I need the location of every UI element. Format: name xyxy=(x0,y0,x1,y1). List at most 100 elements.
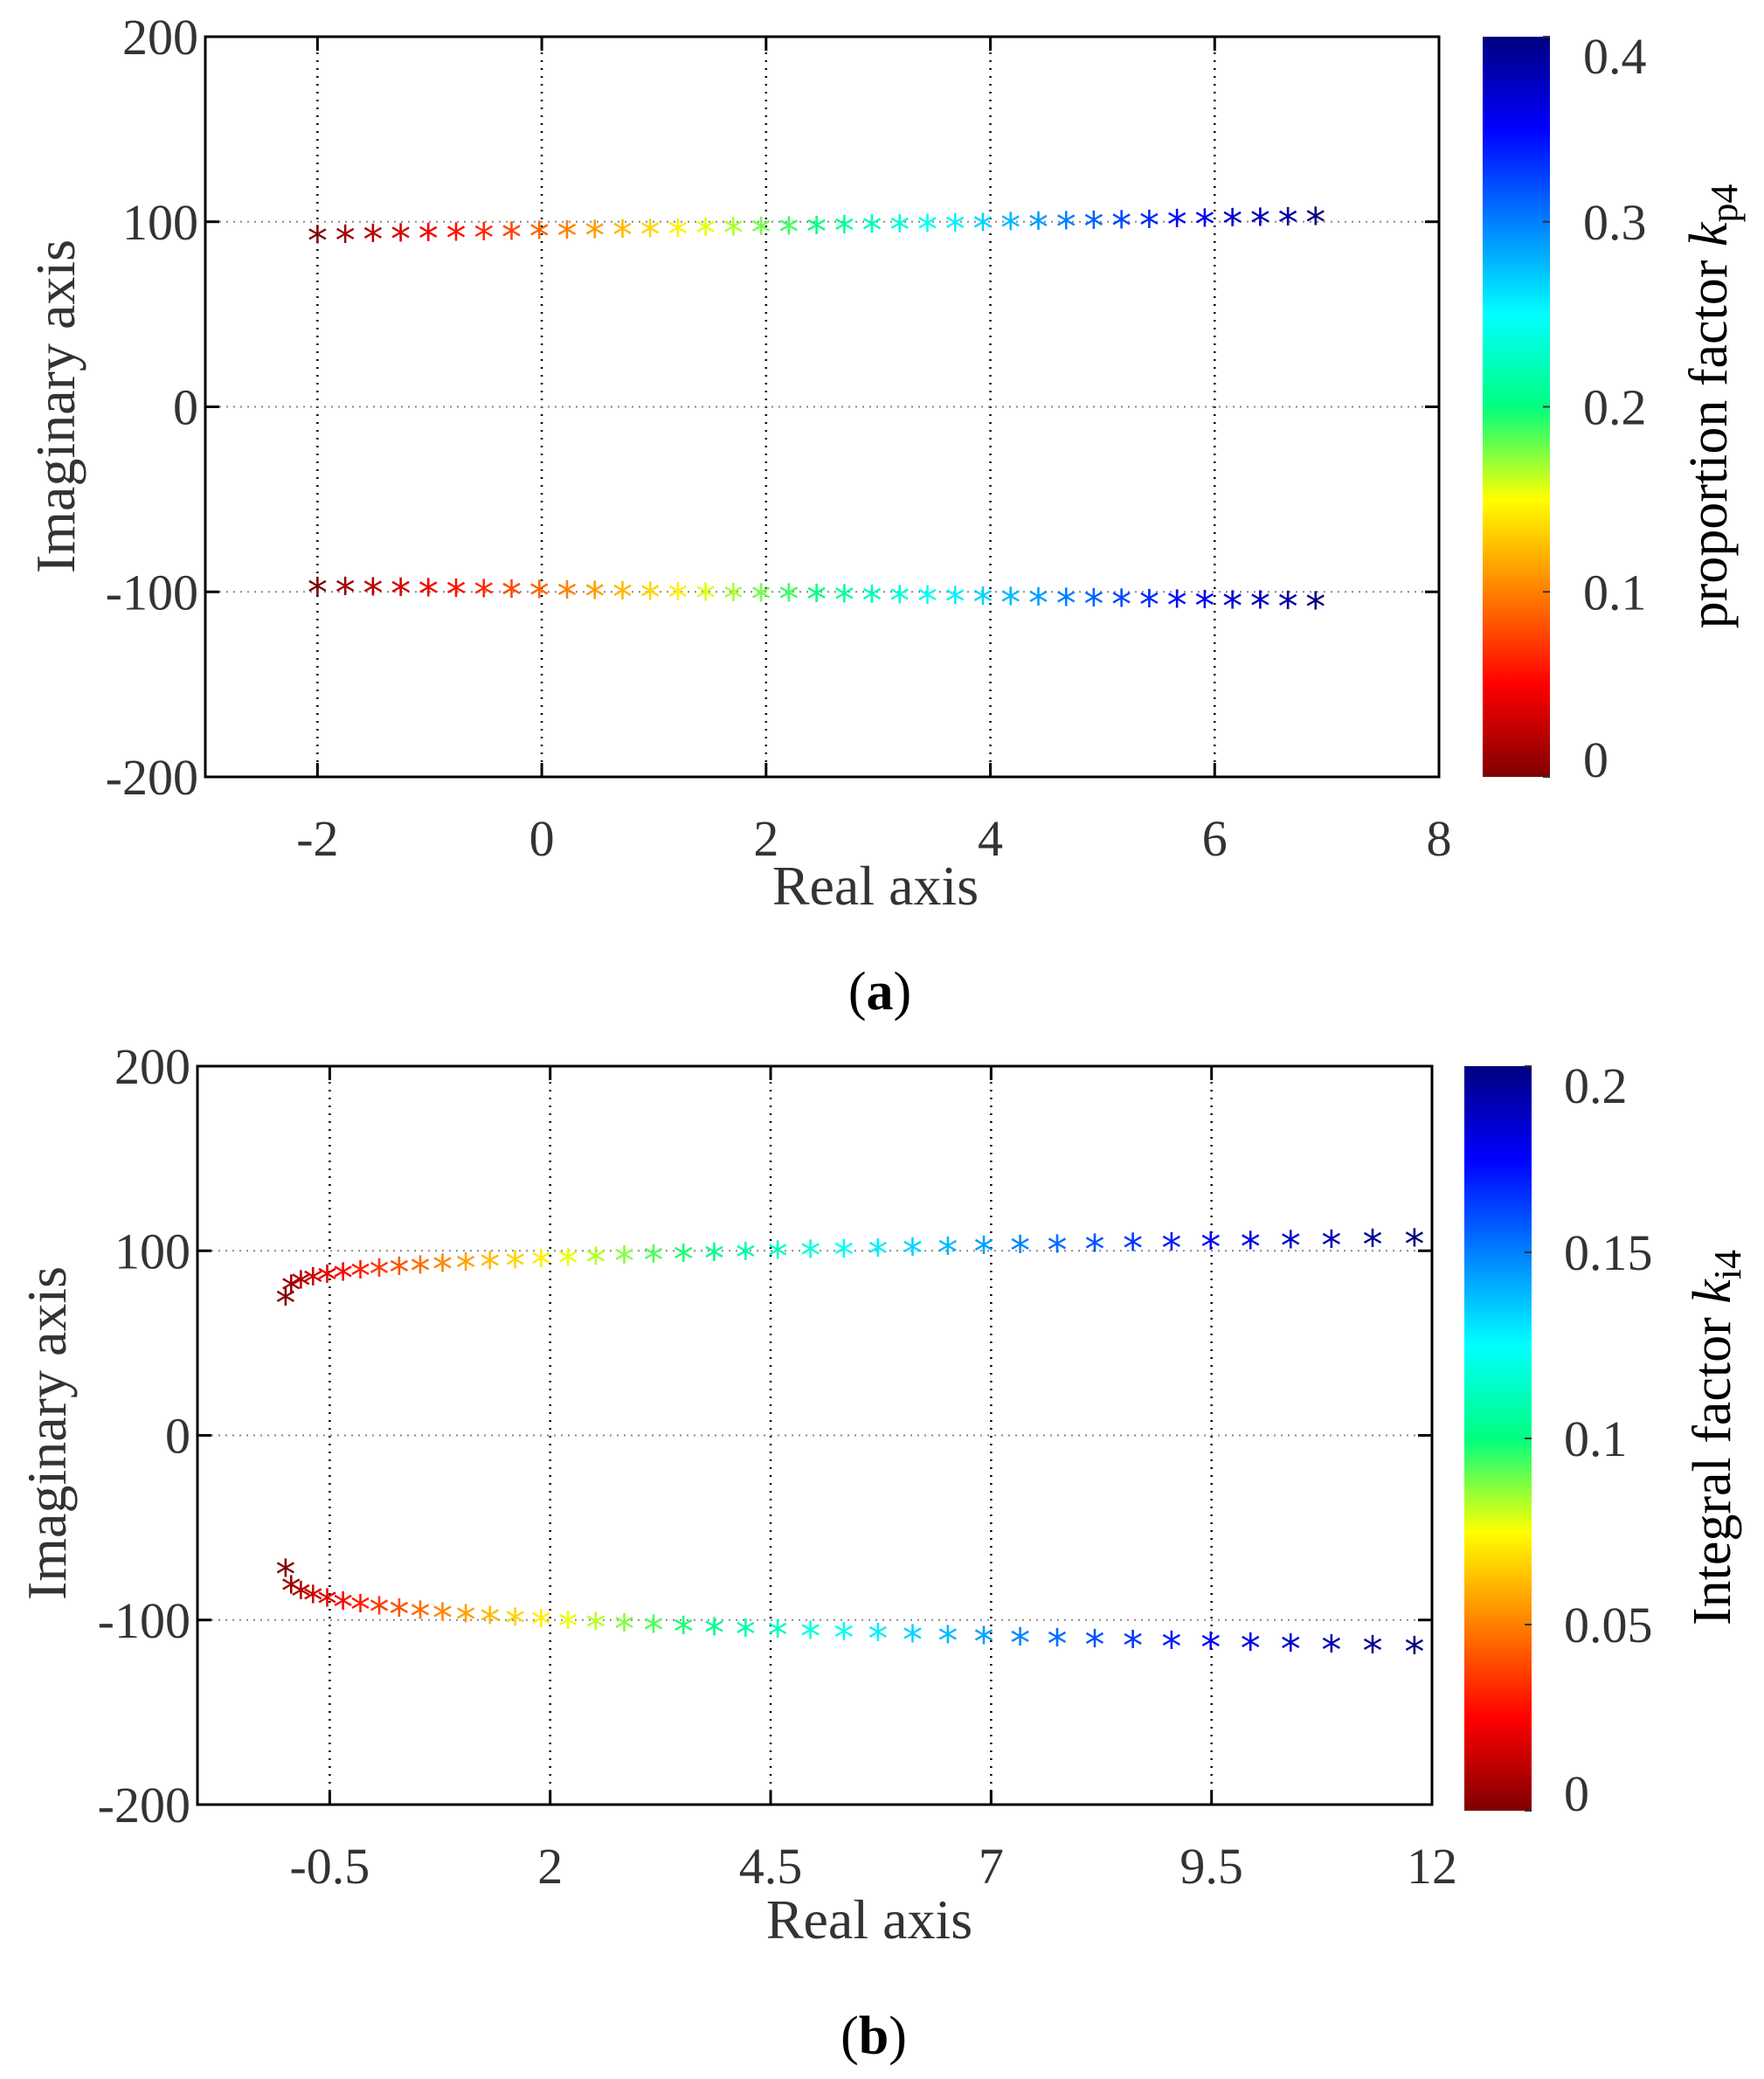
b-series1-point: * xyxy=(291,1573,311,1620)
b-y-tick-label: -200 xyxy=(98,1777,190,1833)
a-colorbar xyxy=(1483,37,1550,777)
a-series1-point: * xyxy=(529,572,550,620)
b-grid xyxy=(197,1066,1432,1805)
a-series0-point: * xyxy=(474,214,494,261)
b-series0-point: * xyxy=(643,1237,663,1285)
a-series0-point: * xyxy=(640,211,661,259)
b-series1-point: * xyxy=(1321,1627,1341,1674)
a-x-tick-label: 6 xyxy=(1202,810,1228,867)
a-series0-point: * xyxy=(945,205,965,253)
a-series1-point: * xyxy=(557,572,577,620)
a-series1-point: * xyxy=(1305,584,1325,631)
b-series0-point: * xyxy=(558,1240,578,1287)
b-series0-point: * xyxy=(674,1236,694,1283)
a-series0-point: * xyxy=(1028,204,1048,252)
a-series1-point: * xyxy=(1194,582,1214,629)
a-colorbar-ticks: 0 0.1 0.2 0.3 0.4 xyxy=(1543,28,1647,788)
b-y-tick-label: 0 xyxy=(165,1408,190,1465)
b-series1-point: * xyxy=(281,1568,301,1615)
b-series1-point: * xyxy=(736,1611,756,1658)
b-colorbar-label-main: Integral factor xyxy=(1683,1304,1742,1625)
a-series0-point: * xyxy=(1222,201,1242,248)
a-colorbar-label-sub: p4 xyxy=(1703,184,1746,223)
b-series1-point: * xyxy=(937,1618,958,1665)
a-series0-point: * xyxy=(1111,203,1131,250)
b-y-tick-label: 200 xyxy=(114,1038,190,1095)
a-series1-point: * xyxy=(446,572,467,619)
b-series1-point: * xyxy=(1085,1622,1105,1669)
a-series0-point: * xyxy=(1139,202,1159,249)
b-series0-point: * xyxy=(937,1229,958,1276)
b-x-axis-label: Real axis xyxy=(766,1888,972,1951)
a-series1-point: * xyxy=(695,575,716,622)
b-x-tick-label: 4.5 xyxy=(739,1838,803,1895)
b-series0-point: * xyxy=(333,1255,353,1302)
a-x-axis-label: Real axis xyxy=(772,855,979,917)
b-series0-point: * xyxy=(614,1238,634,1286)
a-series1-point: * xyxy=(1139,581,1159,628)
b-colorbar-tick-label: 0.15 xyxy=(1564,1224,1653,1281)
a-series0-point: * xyxy=(778,209,799,256)
a-series1-point: * xyxy=(778,576,799,623)
a-series1-point: * xyxy=(972,579,993,627)
a-y-tick-label: -200 xyxy=(106,749,198,806)
b-series1-point: * xyxy=(275,1551,295,1598)
a-x-tick-label: 0 xyxy=(529,810,555,867)
b-series0-point: * xyxy=(369,1251,389,1299)
a-series0-point: * xyxy=(557,213,577,260)
b-series1-point: * xyxy=(643,1607,663,1654)
a-series0-point: * xyxy=(1250,200,1270,247)
a-series1-point: * xyxy=(612,573,633,620)
a-series1-point: * xyxy=(917,579,937,626)
b-series1-point: * xyxy=(768,1612,788,1660)
a-series1-point: * xyxy=(1278,584,1298,631)
b-series1-point: * xyxy=(1161,1624,1181,1671)
a-series0-point: * xyxy=(363,217,383,264)
b-series0-point: * xyxy=(903,1230,923,1277)
b-series1-point: * xyxy=(317,1581,337,1628)
a-series0-point: * xyxy=(612,211,633,259)
a-series1-point: * xyxy=(1083,580,1103,627)
a-series1-point: * xyxy=(889,578,910,625)
a-colorbar-tick-label: 0.4 xyxy=(1583,28,1647,85)
b-series0-point: * xyxy=(1048,1227,1068,1274)
a-series0-point: * xyxy=(806,208,827,255)
b-series1-point: * xyxy=(704,1610,724,1657)
a-series0-point: * xyxy=(1083,203,1103,250)
b-series0-point: * xyxy=(1281,1223,1301,1270)
a-series1-point: * xyxy=(668,574,688,621)
b-series1-point: * xyxy=(531,1602,551,1649)
b-series0-point: * xyxy=(317,1257,337,1304)
a-y-tick-label: 200 xyxy=(122,9,198,66)
b-series0-point: * xyxy=(834,1231,854,1279)
a-series0-point: * xyxy=(668,211,688,258)
b-series0-point: * xyxy=(411,1248,431,1295)
a-series1-point: * xyxy=(502,572,522,620)
a-series1-point: * xyxy=(474,572,494,619)
b-series1-point: * xyxy=(674,1609,694,1656)
b-series1-point: * xyxy=(903,1617,923,1664)
a-colorbar-tick-label: 0.1 xyxy=(1583,564,1647,620)
b-series1-point: * xyxy=(1200,1625,1221,1672)
a-y-tick-label: -100 xyxy=(106,564,198,620)
b-series0-point: * xyxy=(1241,1223,1261,1271)
a-series1-point: * xyxy=(1000,579,1020,627)
b-series0-point: * xyxy=(456,1245,476,1292)
a-colorbar-label-main: proportion factor xyxy=(1679,246,1739,628)
a-series1-point: * xyxy=(336,570,356,617)
b-y-tick-label: 100 xyxy=(114,1223,190,1279)
a-series0-point: * xyxy=(419,216,439,263)
b-series0-point: * xyxy=(480,1244,500,1291)
b-x-tick-label: -0.5 xyxy=(289,1838,370,1895)
a-series0-point: * xyxy=(391,216,411,263)
b-series1-point: * xyxy=(432,1595,453,1642)
a-x-tick-label: 4 xyxy=(978,810,1003,867)
a-series0-point: * xyxy=(889,207,910,254)
b-y-axis-label: Imaginary axis xyxy=(16,1266,78,1600)
b-series1-point: * xyxy=(973,1618,993,1666)
a-points: * * * * * * * * * * * * * * * * * * * * * * * * * * * * * * * * * * * * ** * *… xyxy=(308,199,1325,631)
a-colorbar-label-symbol: k xyxy=(1679,221,1739,246)
